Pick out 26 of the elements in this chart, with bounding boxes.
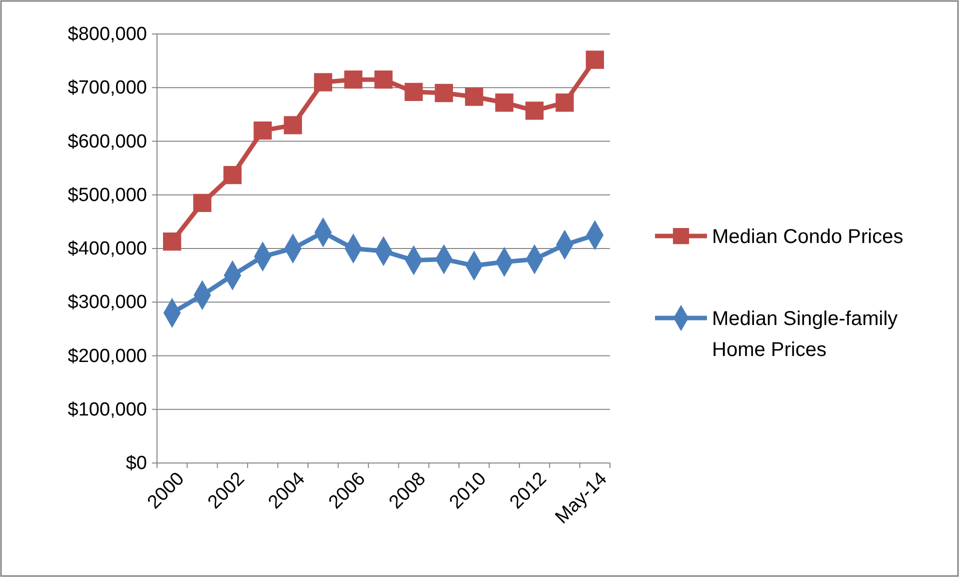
point <box>525 102 544 120</box>
point <box>284 116 302 134</box>
y-tick-label: $0 <box>126 453 147 474</box>
y-tick-label: $200,000 <box>68 346 147 367</box>
point <box>404 82 423 101</box>
y-tick-label: $400,000 <box>68 238 147 260</box>
y-tick-label: $300,000 <box>68 292 147 314</box>
legend-label: Median Single-family Home Prices <box>712 308 898 361</box>
point <box>374 70 393 89</box>
point <box>586 50 604 69</box>
point <box>465 88 484 106</box>
point <box>223 166 242 184</box>
point <box>193 194 212 212</box>
point <box>314 73 332 92</box>
y-tick-label: $800,000 <box>68 24 147 46</box>
point <box>163 232 182 251</box>
legend-label: Median Condo Prices <box>712 226 904 248</box>
point <box>344 70 362 89</box>
y-tick-label: $100,000 <box>68 399 147 420</box>
y-tick-label: $600,000 <box>68 131 147 152</box>
point <box>254 121 272 140</box>
point <box>495 94 514 112</box>
y-tick-label: $500,000 <box>68 184 147 206</box>
y-tick-label: $700,000 <box>68 78 147 99</box>
point <box>434 84 453 102</box>
point <box>556 94 574 112</box>
